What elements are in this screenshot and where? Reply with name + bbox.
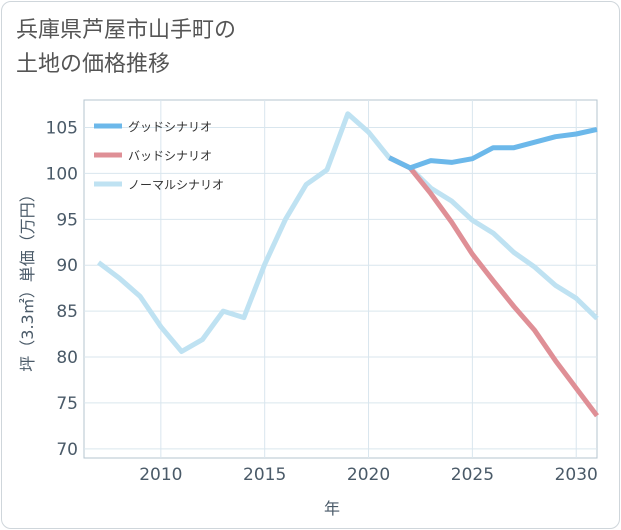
chart-title: 兵庫県芦屋市山手町の 土地の価格推移 [16,14,236,82]
x-tick-label: 2015 [243,465,286,485]
legend-label-1: バッドシナリオ [128,149,212,163]
chart-title-line-1: 兵庫県芦屋市山手町の [16,18,237,43]
x-axis-ticks: 2010 2015 2020 2025 2030 [139,465,598,485]
y-tick-label: 90 [56,256,78,276]
legend-label-2: ノーマルシナリオ [128,178,224,192]
series-line-2 [96,111,599,354]
y-axis-ticks: 70 75 80 85 90 95 100 105 [46,119,78,460]
series-lines [96,111,599,418]
x-axis-label: 年 [324,499,340,518]
x-tick-label: 2020 [347,465,390,485]
y-tick-label: 75 [56,394,78,414]
x-tick-label: 2030 [555,465,598,485]
series-line-0 [388,126,598,171]
y-tick-label: 100 [46,164,78,184]
y-tick-label: 80 [56,348,78,368]
y-tick-label: 95 [56,210,78,230]
y-tick-label: 85 [56,302,78,322]
y-tick-label: 70 [56,440,78,460]
grid-lines [84,100,597,458]
plot-area [83,99,598,459]
x-tick-label: 2025 [451,465,494,485]
chart-title-line-2: 土地の価格推移 [16,52,171,77]
y-tick-label: 105 [46,119,78,139]
legend-label-0: グッドシナリオ [128,120,212,134]
series-line-1 [388,155,599,418]
y-axis-label: 坪（3.3㎡）単価（万円） [18,186,37,371]
x-tick-label: 2010 [139,465,182,485]
